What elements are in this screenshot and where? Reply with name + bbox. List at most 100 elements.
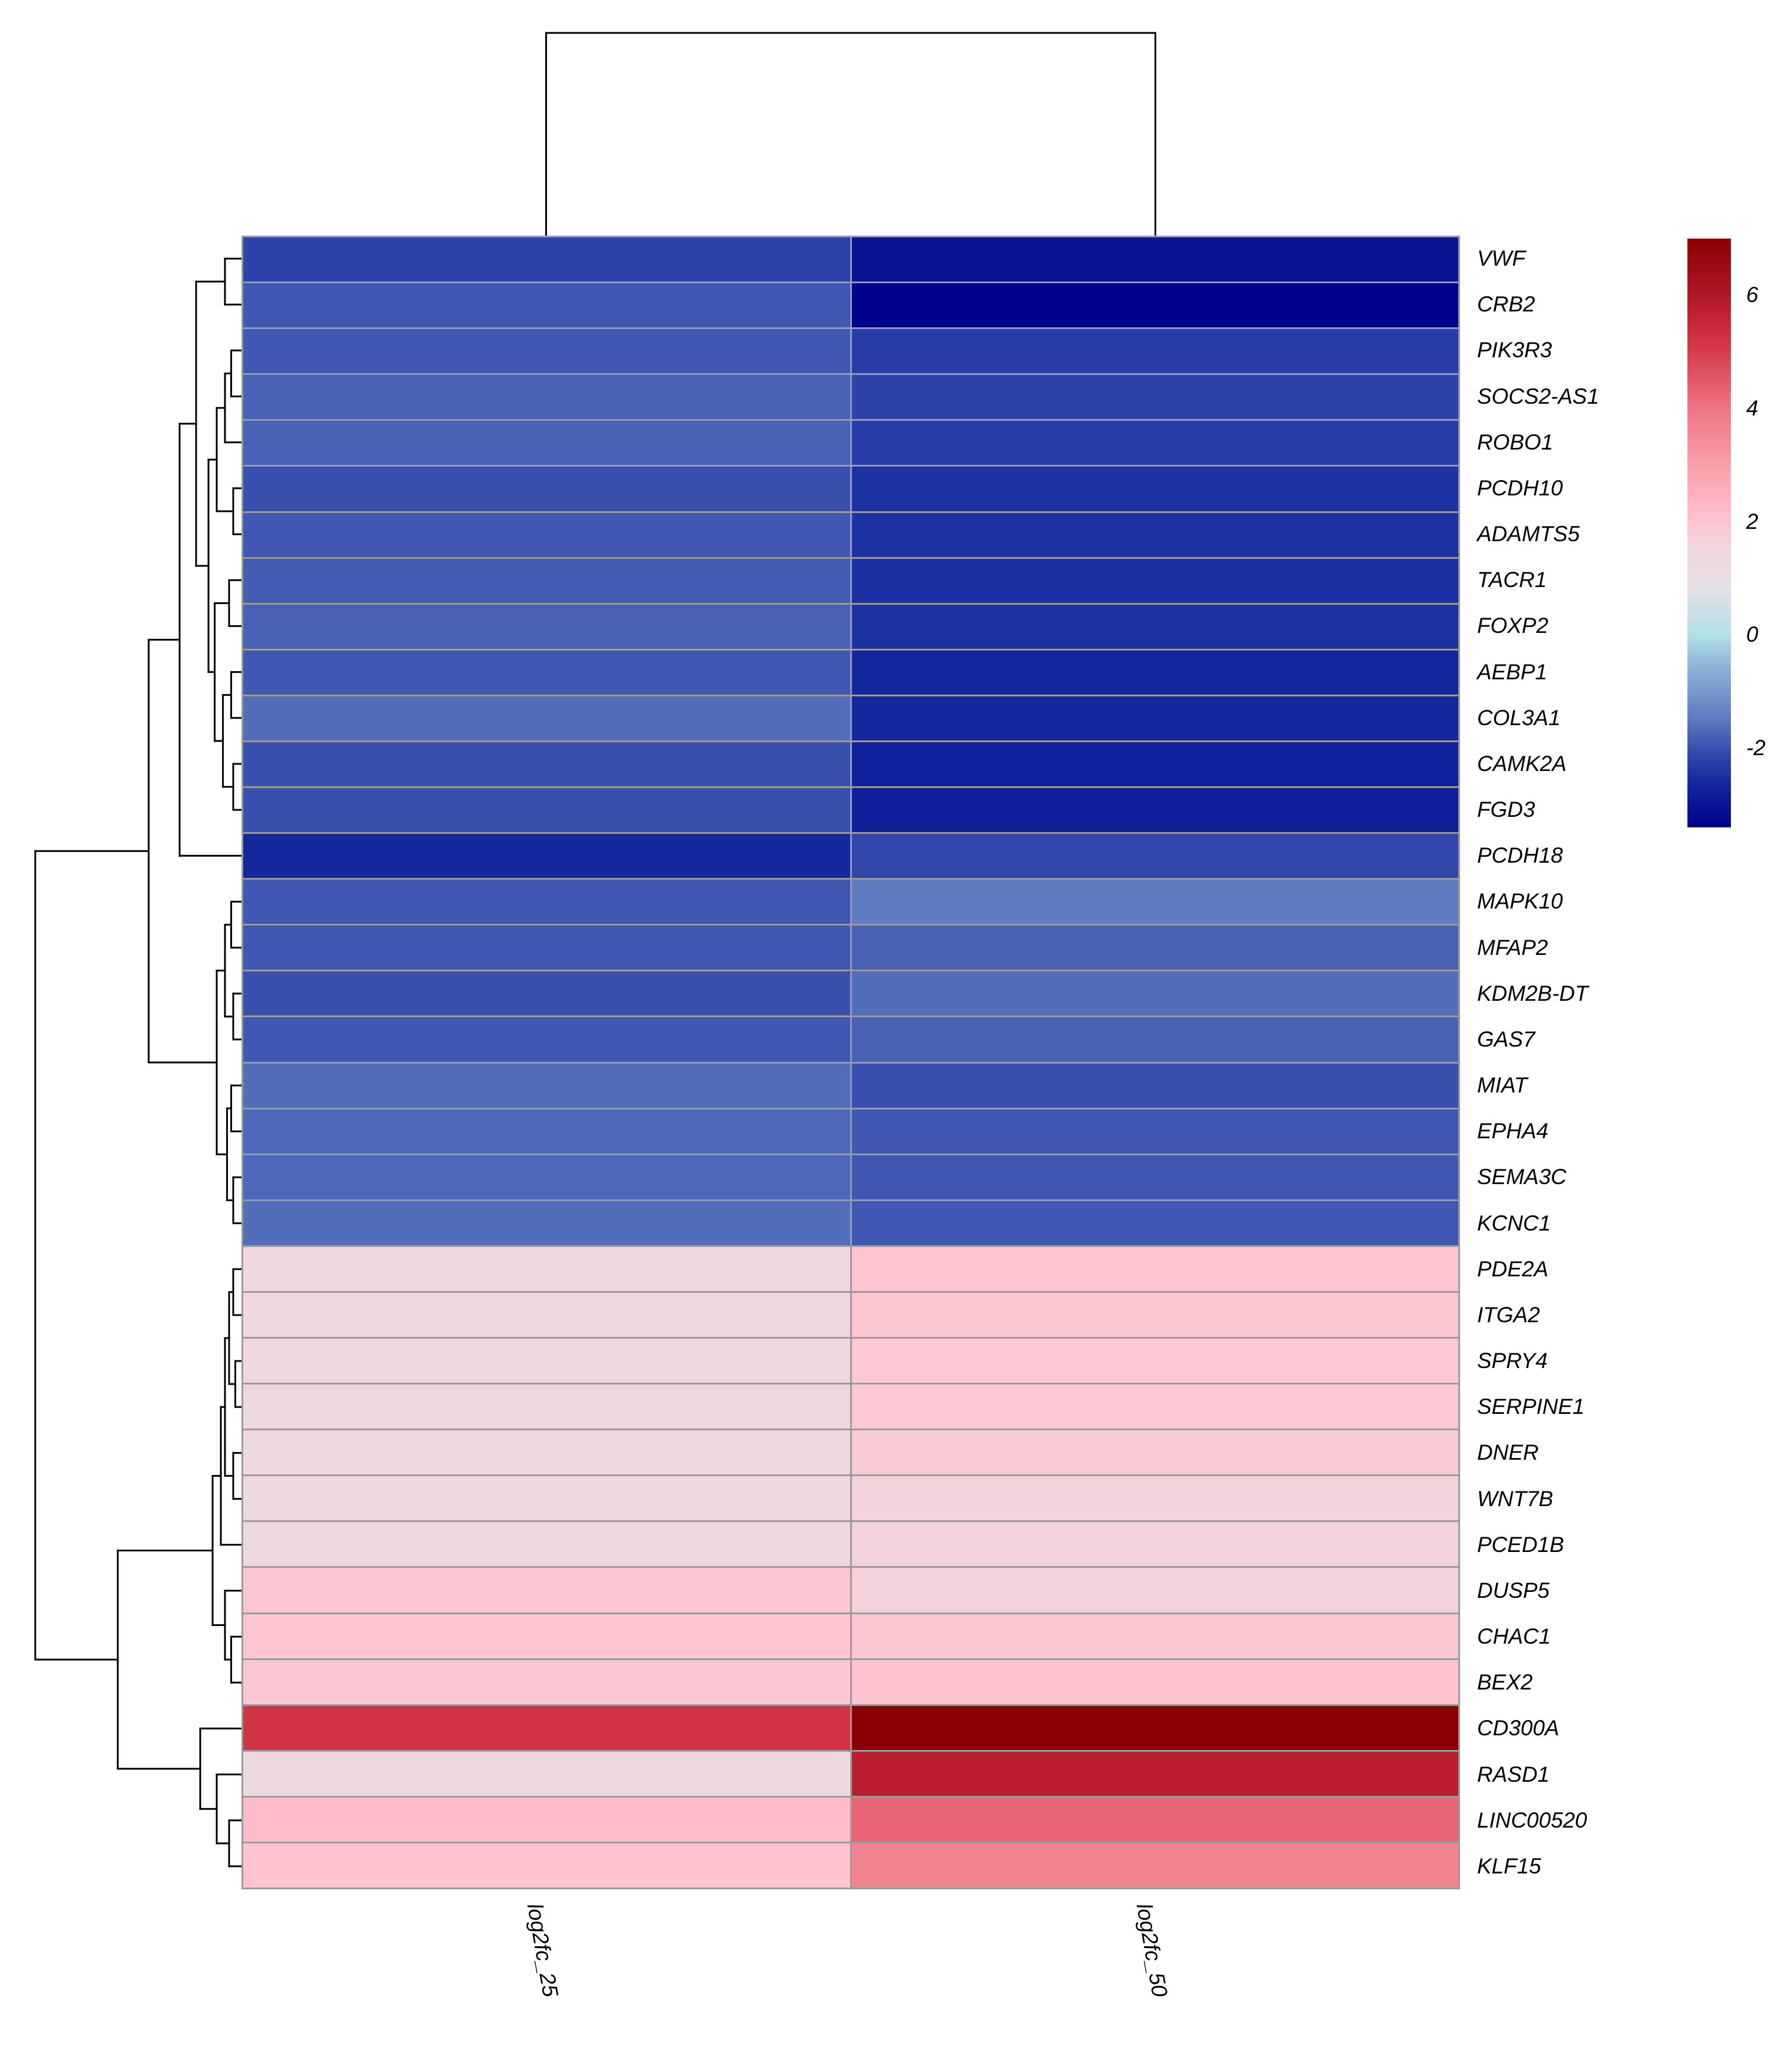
heatmap-cell [243,329,850,374]
legend-tick-label: 2 [1746,509,1759,534]
row-label: MFAP2 [1477,935,1548,960]
heatmap-cell [243,237,850,282]
heatmap-cell [851,926,1458,970]
heatmap-cell [243,1614,850,1658]
heatmap-cell [243,1017,850,1062]
legend-tick-labels: 6 4 2 0 -2 [1746,239,1792,827]
heatmap-cell [243,1201,850,1245]
column-label: log2fc_25 [522,1902,563,1999]
row-label: CAMK2A [1477,751,1567,776]
heatmap-cell [243,1797,850,1842]
row-label: GAS7 [1477,1027,1535,1051]
row-label: DUSP5 [1477,1578,1550,1603]
heatmap-cell [851,1751,1458,1796]
heatmap-cell [243,1751,850,1796]
row-label: WNT7B [1477,1486,1553,1511]
heatmap-cell [243,1476,850,1521]
heatmap-cell [851,1843,1458,1888]
row-label: KDM2B-DT [1477,981,1589,1005]
heatmap-cell [851,1430,1458,1475]
heatmap-cell [851,1246,1458,1291]
legend-tick-label: 4 [1746,396,1759,421]
heatmap-cell [851,1384,1458,1429]
heatmap-cell [851,1660,1458,1704]
row-label: BEX2 [1477,1670,1533,1695]
heatmap-cell [851,1017,1458,1062]
heatmap-cell [851,1109,1458,1154]
heatmap-cell [243,1292,850,1337]
column-dendrogram [545,32,1156,237]
legend-tick-label: 6 [1746,283,1759,307]
heatmap-cell [851,1705,1458,1750]
heatmap-cell [851,467,1458,511]
heatmap-cell [851,1476,1458,1521]
heatmap-cell [851,1155,1458,1199]
heatmap-cell [243,421,850,465]
row-label: SPRY4 [1477,1349,1548,1373]
row-label: CRB2 [1477,292,1535,317]
row-label: FOXP2 [1477,614,1549,638]
heatmap-cell [851,1292,1458,1337]
heatmap-cell [243,880,850,924]
heatmap-cell [243,1339,850,1383]
heatmap-cell [851,1614,1458,1658]
heatmap-cell [243,375,850,420]
column-label: log2fc_50 [1132,1902,1172,1999]
row-label: COL3A1 [1477,705,1561,730]
row-label: SOCS2-AS1 [1477,384,1599,408]
heatmap-cell [243,558,850,603]
row-label: PIK3R3 [1477,338,1552,363]
heatmap-cell [851,971,1458,1016]
heatmap-cell [243,1430,850,1475]
row-label: EPHA4 [1477,1119,1549,1144]
heatmap-cell [243,696,850,740]
row-label: CHAC1 [1477,1624,1551,1649]
row-label: KLF15 [1477,1853,1542,1878]
row-label: VWF [1477,246,1526,271]
heatmap-cell [243,926,850,970]
row-label: MAPK10 [1477,889,1563,914]
heatmap-cell [851,1797,1458,1842]
heatmap-cell [243,604,850,649]
legend-tick-label: -2 [1746,736,1766,760]
row-label: KCNC1 [1477,1211,1551,1235]
heatmap-cell [243,1109,850,1154]
heatmap-cell [243,1705,850,1750]
heatmap-cell [851,1201,1458,1245]
heatmap-cell [243,1063,850,1108]
heatmap-cell [851,1063,1458,1108]
heatmap-cell [851,1522,1458,1567]
row-label: ROBO1 [1477,430,1553,454]
heatmap-cell [851,421,1458,465]
heatmap-cell [851,604,1458,649]
row-label: RASD1 [1477,1762,1550,1786]
row-label: PDE2A [1477,1256,1549,1281]
heatmap-cell [851,650,1458,695]
row-label: SERPINE1 [1477,1394,1585,1419]
heatmap-cell [851,283,1458,328]
heatmap-cell [851,558,1458,603]
row-label: PCDH18 [1477,843,1563,868]
row-labels: VWF CRB2 PIK3R3 SOCS2-AS1 ROBO1 PCDH10 ADAMTS5… [1477,236,1783,1889]
row-label: ADAMTS5 [1477,522,1580,547]
heatmap-cell [851,834,1458,879]
heatmap-cell [243,788,850,833]
legend-tick-label: 0 [1746,622,1759,647]
row-label: MIAT [1477,1073,1528,1098]
heatmap-grid [241,236,1460,1889]
heatmap-cell [243,467,850,511]
heatmap-cell [243,1568,850,1613]
heatmap-cell [243,1522,850,1567]
heatmap-cell [851,880,1458,924]
legend-gradient-bar [1687,239,1731,827]
heatmap-cell [243,283,850,328]
heatmap-cell [243,1843,850,1888]
heatmap-cell [851,1568,1458,1613]
heatmap-cell [851,237,1458,282]
heatmap-cell [243,1384,850,1429]
heatmap-cell [851,512,1458,557]
heatmap-cell [243,512,850,557]
row-label: CD300A [1477,1716,1559,1741]
heatmap-cell [851,696,1458,740]
